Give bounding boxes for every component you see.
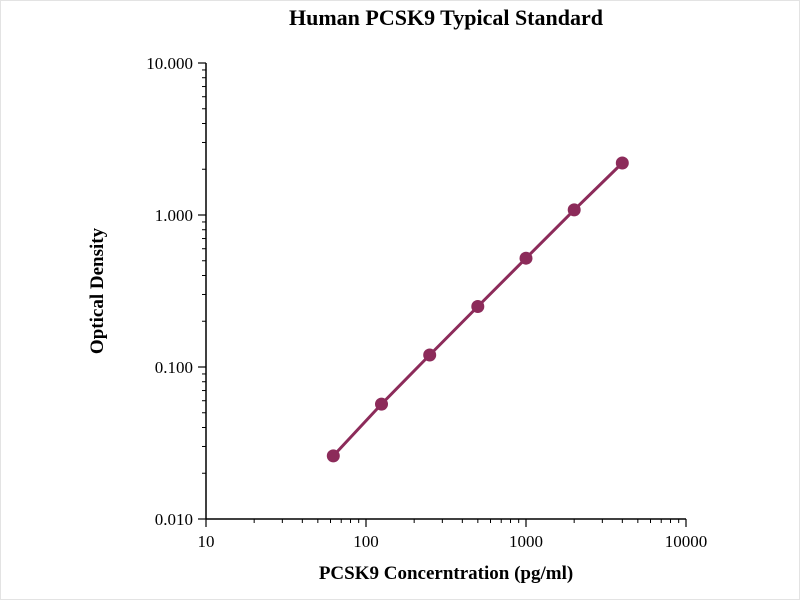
y-axis-label: Optical Density: [87, 227, 108, 355]
x-tick-label: 100: [353, 532, 379, 551]
data-point: [326, 449, 340, 463]
y-tick-label: 10.000: [146, 54, 193, 73]
x-tick-label: 10: [198, 532, 215, 551]
data-point: [375, 397, 388, 411]
data-point: [519, 251, 533, 265]
y-tick-label: 0.100: [155, 358, 193, 377]
data-point: [615, 156, 629, 170]
data-point: [567, 203, 581, 217]
x-axis-label: PCSK9 Concerntration (pg/ml): [318, 563, 574, 584]
x-tick-label: 1000: [509, 532, 543, 551]
x-tick-label: 10000: [665, 532, 708, 551]
y-tick-label: 1.000: [155, 206, 193, 225]
chart-title: Human PCSK9 Typical Standard: [289, 5, 603, 30]
data-point: [471, 300, 485, 313]
data-point: [423, 348, 437, 362]
y-tick-label: 0.010: [155, 510, 193, 529]
